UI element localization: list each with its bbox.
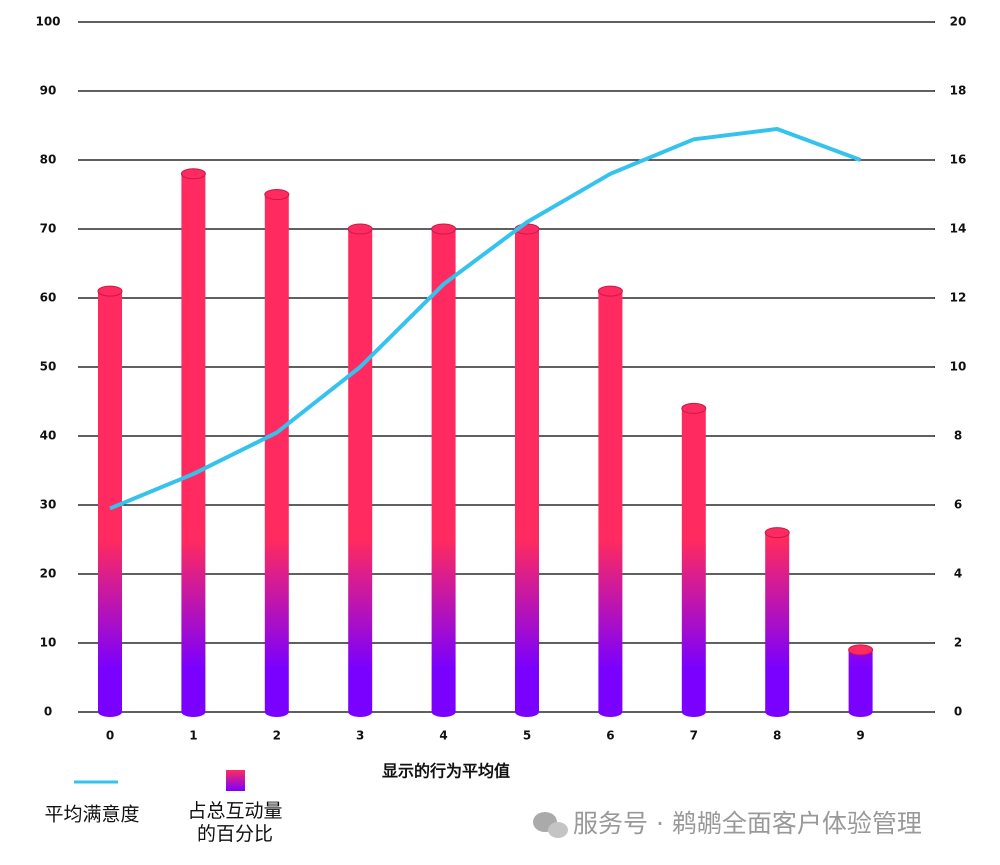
y2-tick-label: 12 [950, 291, 967, 305]
y-tick-label: 0 [44, 705, 52, 719]
y2-tick-label: 6 [954, 498, 962, 512]
bar [514, 223, 540, 717]
bar-body [681, 408, 706, 718]
bar-cap [264, 189, 290, 200]
legend-swatch [226, 770, 245, 791]
bar-cap [848, 644, 874, 656]
x-tick-label: 6 [606, 729, 614, 743]
x-tick-label: 1 [189, 729, 197, 743]
y-tick-label: 90 [40, 84, 57, 98]
y-tick-label: 40 [40, 429, 57, 443]
bar-body [765, 532, 790, 718]
x-tick-label: 9 [856, 729, 864, 743]
bar-cap [180, 168, 206, 180]
bar-cap [597, 285, 623, 297]
watermark: 服务号 · 鹈鹕全面客户体验管理 [573, 809, 922, 838]
y-tick-label: 50 [40, 360, 57, 374]
y2-tick-label: 16 [950, 153, 967, 167]
bar-body [348, 229, 373, 718]
y2-tick-label: 8 [954, 429, 962, 443]
bar-cap [764, 527, 790, 539]
y2-tick-label: 10 [950, 360, 967, 374]
x-tick-label: 8 [773, 729, 781, 743]
bar-body [264, 194, 289, 718]
y2-tick-label: 2 [954, 636, 962, 650]
bar-cap [431, 223, 457, 235]
y-tick-label: 100 [35, 15, 60, 29]
x-tick-label: 2 [273, 729, 281, 743]
bar [597, 285, 623, 718]
bar-body [848, 649, 873, 718]
bar [264, 189, 290, 718]
bar-body [181, 173, 206, 718]
bar-body [98, 291, 122, 717]
y2-tick-label: 0 [954, 705, 962, 719]
legend-label: 平均满意度 [44, 804, 139, 826]
y-tick-label: 30 [40, 498, 57, 512]
y-tick-label: 60 [40, 291, 57, 305]
y-tick-label: 70 [40, 222, 57, 236]
bar [97, 285, 123, 717]
y-tick-label: 10 [40, 636, 57, 650]
line [109, 126, 862, 511]
x-axis-label: 显示的行为平均值 [382, 762, 510, 781]
bar-body [431, 229, 456, 718]
watermark-icon [533, 812, 568, 838]
legend-label: 占总互动量的百分比 [187, 800, 283, 845]
bar-cap [97, 285, 123, 297]
x-tick-label: 3 [356, 729, 364, 743]
bar-cap [681, 402, 707, 414]
bar-body [598, 291, 623, 718]
bar [347, 223, 373, 718]
bar-body [515, 229, 539, 717]
legend-box: 占总互动量的百分比 [187, 800, 283, 845]
bar [431, 223, 457, 718]
y2-tick-label: 20 [950, 15, 967, 29]
bar [764, 527, 790, 718]
y2-tick-label: 18 [950, 84, 967, 98]
y2-tick-label: 4 [954, 567, 962, 581]
bar [848, 644, 874, 718]
x-tick-label: 0 [106, 729, 114, 743]
bar [681, 402, 707, 718]
x-tick-label: 5 [523, 729, 531, 743]
y-tick-label: 20 [40, 567, 57, 581]
bar [180, 168, 206, 718]
y-tick-label: 80 [40, 153, 57, 167]
y2-tick-label: 14 [950, 222, 967, 236]
x-tick-label: 4 [439, 729, 447, 743]
bar-cap [347, 223, 373, 235]
x-tick-label: 7 [690, 729, 698, 743]
